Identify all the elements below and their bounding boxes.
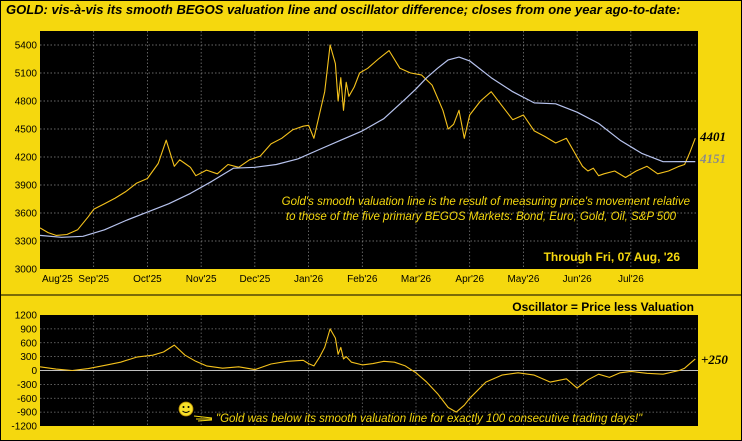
main-x-tick-label: Dec'25 bbox=[239, 274, 270, 285]
main-gridlines bbox=[40, 31, 698, 269]
main-y-tick-label: 5400 bbox=[15, 41, 38, 52]
oscillator-y-tick-label: 0 bbox=[31, 366, 37, 377]
through-date-label: Through Fri, 07 Aug, '26 bbox=[544, 250, 681, 264]
main-x-tick-label: Nov'25 bbox=[186, 274, 217, 285]
oscillator-y-tick-label: -300 bbox=[17, 380, 37, 391]
main-series-group bbox=[39, 44, 696, 238]
main-y-tick-label: 4200 bbox=[15, 153, 38, 164]
main-y-tick-label: 3900 bbox=[15, 181, 38, 192]
oscillator-quote: "Gold was below its smooth valuation lin… bbox=[216, 413, 643, 425]
main-x-tick-label: Aug'25 bbox=[42, 274, 73, 285]
oscillator-line bbox=[39, 328, 696, 413]
main-x-tick-label: Jan'26 bbox=[294, 274, 324, 285]
chart-title: GOLD: vis-à-vis its smooth BEGOS valuati… bbox=[6, 2, 680, 17]
main-x-tick-label: Sep'25 bbox=[78, 274, 109, 285]
main-x-tick-label: Apr'26 bbox=[455, 274, 484, 285]
main-x-tick-label: Oct'25 bbox=[133, 274, 162, 285]
oscillator-y-tick-label: 900 bbox=[20, 324, 37, 335]
oscillator-y-axis: 1200 900 600 300 0 -300 -600 -900 -1200 bbox=[11, 311, 37, 433]
oscillator-y-tick-label: 1200 bbox=[15, 311, 38, 322]
oscillator-title: Oscillator = Price less Valuation bbox=[512, 300, 694, 314]
smiley-icon bbox=[178, 401, 213, 422]
oscillator-y-tick-label: -1200 bbox=[11, 422, 37, 433]
main-y-tick-label: 4500 bbox=[15, 125, 38, 136]
annotation-line-1: Gold's smooth valuation line is the resu… bbox=[282, 196, 690, 208]
oscillator-y-tick-label: 600 bbox=[20, 338, 37, 349]
valuation-line bbox=[39, 56, 696, 238]
main-y-tick-label: 5100 bbox=[15, 69, 38, 80]
oscillator-y-tick-label: 300 bbox=[20, 352, 37, 363]
main-x-tick-label: Jun'26 bbox=[563, 274, 593, 285]
oscillator-series-group bbox=[39, 328, 696, 413]
gold-price-line bbox=[39, 44, 696, 236]
main-y-tick-label: 4800 bbox=[15, 97, 38, 108]
oscillator-gridlines bbox=[40, 315, 698, 426]
main-x-tick-label: Jul'26 bbox=[618, 274, 644, 285]
oscillator-y-tick-label: -900 bbox=[17, 408, 37, 419]
main-x-tick-label: Mar'26 bbox=[401, 274, 432, 285]
main-y-tick-label: 3000 bbox=[15, 265, 38, 276]
main-y-axis: 3000 3300 3600 3900 4200 4500 4800 5100 5400 bbox=[15, 41, 38, 276]
valuation-end-label: 4151 bbox=[699, 151, 726, 166]
price-end-label: 4401 bbox=[699, 129, 726, 144]
main-x-tick-label: Feb'26 bbox=[347, 274, 378, 285]
annotation-line-2: to those of the five primary BEGOS Marke… bbox=[286, 211, 677, 223]
main-y-tick-label: 3600 bbox=[15, 209, 38, 220]
main-plot-area bbox=[40, 31, 698, 269]
main-x-axis: Aug'25 Sep'25 Oct'25 Nov'25 Dec'25 Jan'26 Feb'… bbox=[42, 274, 644, 285]
oscillator-end-label: +250 bbox=[701, 352, 728, 367]
oscillator-y-tick-label: -600 bbox=[17, 394, 37, 405]
main-x-tick-label: May'26 bbox=[507, 274, 539, 285]
main-y-tick-label: 3300 bbox=[15, 237, 38, 248]
